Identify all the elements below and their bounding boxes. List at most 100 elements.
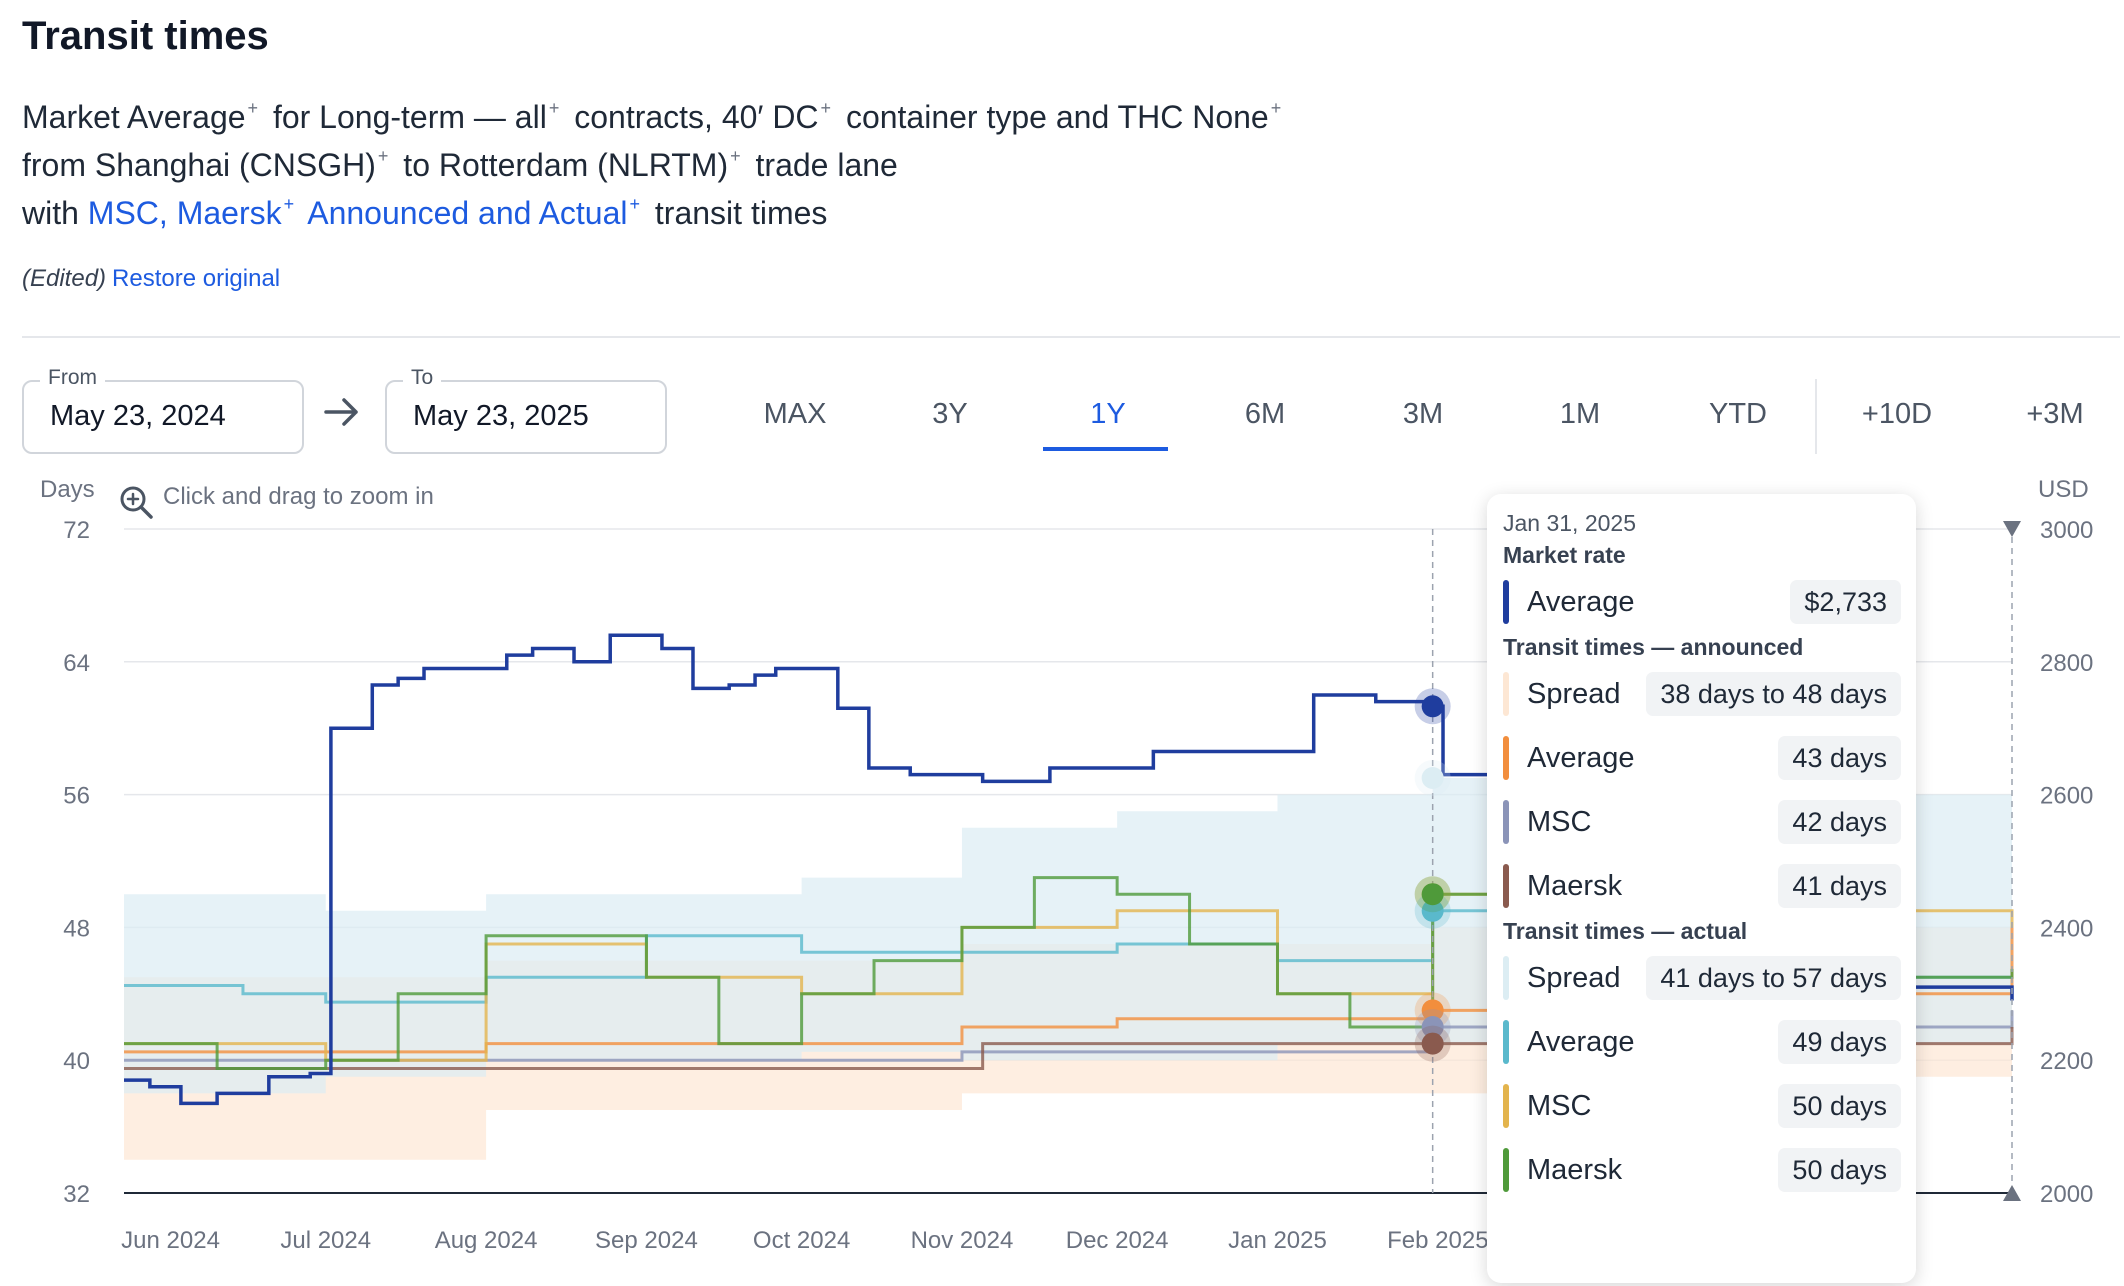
description-text: transit times [654, 195, 828, 231]
filter-link[interactable]: MSC, Maersk + [87, 194, 295, 231]
tooltip-row-label: Maersk [1527, 870, 1623, 902]
zoom-icon [118, 484, 154, 525]
description-text[interactable]: to Rotterdam (NLRTM) + [403, 146, 741, 183]
tooltip-row-label: Maersk [1527, 1154, 1623, 1186]
announced-msc-hover-dot [1421, 1016, 1444, 1038]
y-axis-title-left: Days [40, 476, 95, 503]
tooltip-row-value: 50 days [1778, 1148, 1901, 1192]
description-line-2: from Shanghai (CNSGH) + to Rotterdam (NLR… [22, 146, 898, 184]
to-date-field[interactable]: To May 23, 2025 [385, 366, 667, 454]
plus-icon[interactable]: + [730, 146, 741, 166]
tooltip-row: MSC 42 days [1503, 798, 1901, 846]
y-tick-label-left: 48 [63, 915, 90, 942]
series-color-swatch [1503, 864, 1509, 908]
plus-icon[interactable]: + [247, 98, 259, 118]
edited-note: (Edited) Restore original [22, 265, 280, 293]
x-tick-label: Dec 2024 [1066, 1227, 1169, 1254]
tooltip-row: Average 49 days [1503, 1018, 1901, 1066]
tooltip-row-value: 50 days [1778, 1084, 1901, 1128]
tooltip-row-label: Average [1527, 1026, 1635, 1058]
announced-average-hover-dot [1421, 999, 1444, 1022]
description-text[interactable]: container type and THC None + [845, 98, 1282, 135]
series-color-swatch [1503, 800, 1509, 844]
tooltip-row: Maersk 41 days [1503, 862, 1901, 910]
series-color-swatch [1503, 672, 1509, 716]
tooltip-row-label: MSC [1527, 1090, 1592, 1122]
tooltip-row: Spread 38 days to 48 days [1503, 670, 1901, 718]
range-button-1y[interactable]: 1Y [1090, 398, 1126, 430]
restore-original-link[interactable]: Restore original [112, 265, 281, 292]
description-line-1: Market Average + for Long-term — all + con… [22, 98, 1287, 136]
plus-icon[interactable]: + [377, 146, 389, 166]
filter-link[interactable]: Announced and Actual + [307, 194, 641, 231]
tooltip-row: Spread 41 days to 57 days [1503, 954, 1901, 1002]
y-axis-title-right: USD [2038, 476, 2089, 503]
y-tick-label-left: 32 [63, 1181, 90, 1208]
tooltip-row: MSC 50 days [1503, 1082, 1901, 1130]
transit-times-chart[interactable]: 32 40 48 56 64 72 2000 2200 2400 2600 2800 3000 Days… [0, 460, 2124, 1286]
description-text[interactable]: contracts, 40′ DC + [574, 98, 832, 135]
range-button-ytd[interactable]: YTD [1709, 398, 1767, 430]
range-button-3m[interactable]: 3M [1402, 398, 1444, 430]
x-tick-label: Jun 2024 [121, 1227, 220, 1254]
to-date-value[interactable]: May 23, 2025 [413, 400, 589, 432]
plus-icon[interactable]: + [1270, 98, 1282, 118]
y-tick-label-right: 2600 [2040, 783, 2093, 810]
y-tick-label-right: 2200 [2040, 1048, 2093, 1075]
from-date-field[interactable]: From May 23, 2024 [22, 366, 304, 454]
page-title: Transit times [22, 14, 269, 58]
description-text: trade lane [755, 147, 898, 183]
description-text[interactable]: Market Average + [22, 98, 259, 135]
market-rate-average-line [124, 633, 2014, 1106]
to-label: To [403, 366, 442, 390]
series-color-swatch [1503, 1148, 1509, 1192]
tooltip-row: Average 43 days [1503, 734, 1901, 782]
range-button-plus-3m[interactable]: +3M [2026, 398, 2084, 430]
x-tick-label: Oct 2024 [753, 1227, 850, 1254]
from-label: From [40, 366, 105, 390]
tooltip-date: Jan 31, 2025 [1503, 510, 1637, 536]
description-text: with [22, 195, 79, 231]
y-tick-label-left: 72 [63, 517, 90, 544]
tooltip-row-label: MSC [1527, 806, 1592, 838]
tooltip-row-value: 41 days to 57 days [1646, 956, 1901, 1000]
y-tick-label-right: 2000 [2040, 1181, 2093, 1208]
tooltip-row-label: Average [1527, 586, 1635, 618]
range-button-1m[interactable]: 1M [1559, 398, 1601, 430]
plus-icon[interactable]: + [820, 98, 832, 118]
hover-tooltip: Jan 31, 2025 Market rate Average $2,733 Tra… [1487, 494, 1916, 1283]
tooltip-row: Maersk 50 days [1503, 1146, 1901, 1194]
description-text[interactable]: from Shanghai (CNSGH) + [22, 146, 389, 183]
x-tick-label: Aug 2024 [435, 1227, 538, 1254]
y-tick-label-left: 40 [63, 1048, 90, 1075]
x-tick-label: Jan 2025 [1228, 1227, 1327, 1254]
range-button-max[interactable]: MAX [763, 398, 827, 430]
arrow-right-icon [322, 392, 362, 437]
tooltip-section-title: Transit times — actual [1503, 918, 1748, 944]
market-rate-hover-dot [1421, 695, 1444, 718]
tooltip-section-title: Transit times — announced [1503, 634, 1804, 660]
y-tick-label-left: 64 [63, 650, 90, 677]
tooltip-row-value: 43 days [1778, 736, 1901, 780]
tooltip-row-value: 41 days [1778, 864, 1901, 908]
series-color-swatch [1503, 1084, 1509, 1128]
tooltip-row: Average $2,733 [1503, 578, 1901, 626]
range-button-6m[interactable]: 6M [1244, 398, 1286, 430]
tooltip-row-value: 49 days [1778, 1020, 1901, 1064]
plus-icon[interactable]: + [548, 98, 560, 118]
plus-icon[interactable]: + [629, 194, 641, 214]
y-tick-label-right: 3000 [2040, 517, 2093, 544]
tooltip-row-label: Spread [1527, 962, 1621, 994]
x-tick-label: Sep 2024 [595, 1227, 698, 1254]
plus-icon[interactable]: + [283, 194, 295, 214]
x-tick-label: Feb 2025 [1387, 1227, 1488, 1254]
range-button-plus-10d[interactable]: +10D [1861, 398, 1933, 430]
description-text[interactable]: for Long-term — all + [272, 98, 560, 135]
range-button-3y[interactable]: 3Y [932, 398, 968, 430]
divider [22, 336, 2120, 338]
active-range-indicator [1043, 447, 1168, 451]
y-tick-label-left: 56 [63, 783, 90, 810]
from-date-value[interactable]: May 23, 2024 [50, 400, 226, 432]
tooltip-row-value: 42 days [1778, 800, 1901, 844]
range-separator [1815, 379, 1817, 454]
